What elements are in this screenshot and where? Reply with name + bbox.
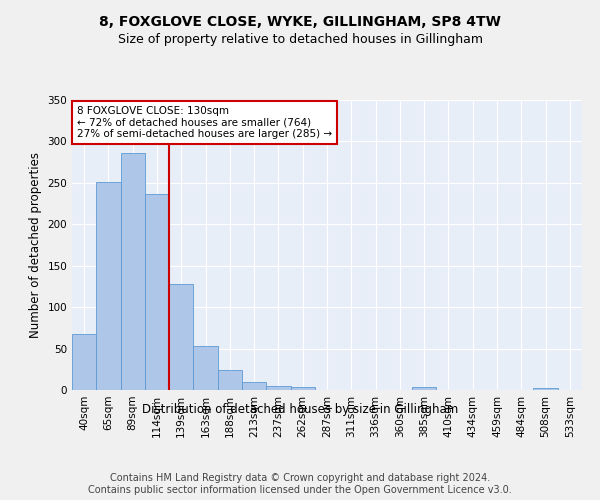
Bar bbox=[533, 388, 558, 390]
Y-axis label: Number of detached properties: Number of detached properties bbox=[29, 152, 42, 338]
Text: Size of property relative to detached houses in Gillingham: Size of property relative to detached ho… bbox=[118, 32, 482, 46]
Text: Distribution of detached houses by size in Gillingham: Distribution of detached houses by size … bbox=[142, 402, 458, 415]
Bar bbox=[242, 382, 266, 390]
Bar bbox=[218, 370, 242, 390]
Text: 8, FOXGLOVE CLOSE, WYKE, GILLINGHAM, SP8 4TW: 8, FOXGLOVE CLOSE, WYKE, GILLINGHAM, SP8… bbox=[99, 15, 501, 29]
Bar bbox=[169, 284, 193, 390]
Text: 8 FOXGLOVE CLOSE: 130sqm
← 72% of detached houses are smaller (764)
27% of semi-: 8 FOXGLOVE CLOSE: 130sqm ← 72% of detach… bbox=[77, 106, 332, 139]
Bar bbox=[412, 386, 436, 390]
Bar bbox=[193, 346, 218, 390]
Bar bbox=[96, 182, 121, 390]
Bar bbox=[145, 194, 169, 390]
Bar bbox=[72, 334, 96, 390]
Text: Contains HM Land Registry data © Crown copyright and database right 2024.
Contai: Contains HM Land Registry data © Crown c… bbox=[88, 474, 512, 495]
Bar bbox=[290, 386, 315, 390]
Bar bbox=[266, 386, 290, 390]
Bar bbox=[121, 153, 145, 390]
